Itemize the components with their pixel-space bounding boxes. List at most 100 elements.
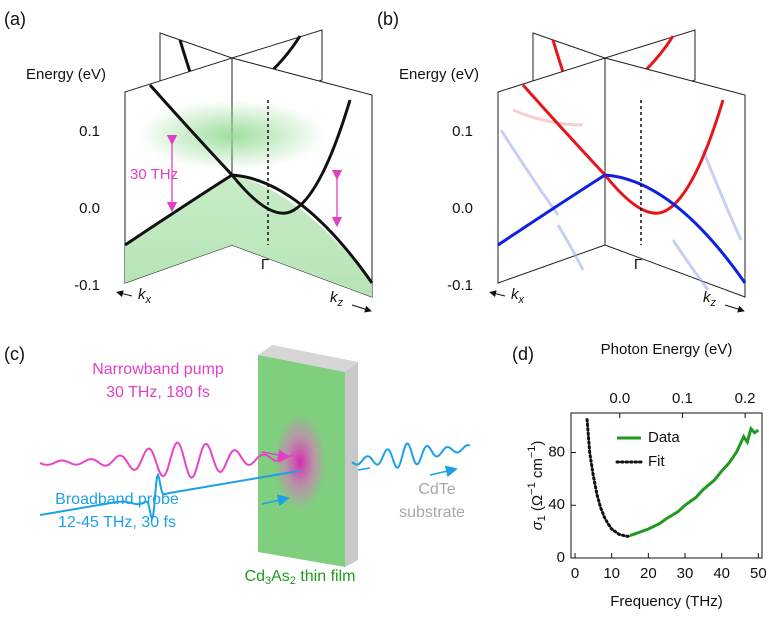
text-part: x: [145, 294, 152, 306]
x-tick-label: 0: [571, 565, 579, 582]
beam-arrow: [261, 449, 290, 461]
beam-arrow: [429, 465, 458, 478]
plane-front: [497, 57, 606, 284]
legend-label: Data: [648, 429, 680, 446]
tick-label: -0.1: [74, 277, 100, 294]
occupied-fill: [232, 175, 372, 297]
panel-label: (c): [4, 344, 25, 364]
k-arrow: [489, 290, 506, 298]
band: [603, 99, 725, 215]
band: [148, 84, 234, 177]
k-arrow: [724, 304, 745, 313]
text-part: k: [511, 286, 520, 303]
k-label: kz: [703, 289, 717, 309]
text-part: k: [330, 289, 339, 306]
band: [231, 173, 374, 284]
panel-label: (d): [512, 344, 534, 364]
text-part: k: [138, 286, 147, 303]
legend-label: Fit: [648, 453, 665, 470]
x-tick-label: 20: [640, 565, 657, 582]
tick-label: 0.0: [452, 200, 473, 217]
annotation: 30 THz: [130, 166, 178, 183]
x2-tick-label: 0.0: [609, 390, 630, 407]
substrate-top: [258, 345, 358, 372]
x-axis-title: Frequency (THz): [610, 593, 723, 610]
text-part: (Ω: [529, 495, 546, 515]
text-part: x: [518, 294, 525, 306]
k-label: kx: [511, 286, 525, 306]
gamma-label: Γ: [634, 256, 642, 273]
occupation-glow: [137, 100, 327, 170]
pump-wave: [39, 441, 296, 479]
band: [124, 173, 233, 247]
panel-label: (b): [377, 9, 399, 29]
faint-band: [512, 108, 584, 127]
panel-label: (a): [4, 9, 26, 29]
x-tick-label: 10: [603, 565, 620, 582]
probe-label: Broadband probe: [55, 491, 179, 508]
film-label: Cd3As2 thin film: [245, 568, 356, 587]
pump-label: Narrowband pump: [92, 361, 224, 378]
y-tick-label: 40: [548, 496, 565, 513]
probe-label: 12-45 THz, 30 fs: [58, 514, 176, 531]
band: [604, 173, 747, 284]
x2-axis-title: Photon Energy (eV): [601, 341, 733, 358]
gamma-label: Γ: [261, 256, 269, 273]
text-part: z: [337, 297, 344, 309]
substrate-side: [345, 362, 358, 567]
faint-band: [671, 239, 710, 291]
text-part: 2: [290, 575, 296, 587]
text-part: 1: [536, 515, 548, 521]
pump-label: 30 THz, 180 fs: [106, 384, 210, 401]
text-part: k: [703, 289, 712, 306]
faint-band: [701, 149, 743, 241]
text-part: z: [710, 297, 717, 309]
transmitted-wave: [351, 442, 471, 469]
substrate-label: CdTe: [418, 481, 455, 498]
axis-title: Energy (eV): [399, 66, 479, 83]
text-part: Cd: [245, 568, 265, 585]
panel-d: (d) 0 10 20 30 40 50 0.0 0.1 0.2 0 40 80 Frequency (T…: [512, 341, 767, 610]
y-tick-label: 80: [548, 444, 565, 461]
text-part: cm: [529, 458, 546, 482]
occupied-fill: [125, 175, 232, 283]
band: [497, 173, 606, 247]
text-part: thin film: [296, 568, 356, 585]
k-arrow: [351, 304, 372, 313]
k-label: kz: [330, 289, 344, 309]
text-part: −1: [526, 482, 538, 495]
y-axis-title: σ1 (Ω−1 cm−1): [526, 441, 548, 531]
data-line: [585, 418, 632, 538]
beam-arrow: [261, 494, 290, 507]
axis-title: Energy (eV): [26, 66, 106, 83]
band: [521, 84, 607, 177]
data-line: [629, 425, 760, 538]
band: [230, 99, 352, 215]
x2-tick-label: 0.2: [735, 390, 756, 407]
text-part: −1: [526, 446, 538, 459]
y-tick-label: 0: [557, 549, 565, 566]
pump-spot: [274, 414, 326, 510]
plot-frame: [570, 412, 763, 559]
substrate-label: substrate: [399, 504, 465, 521]
x-tick-label: 30: [677, 565, 694, 582]
beam-arrow: [357, 467, 371, 471]
faint-band: [556, 224, 585, 271]
text-part: As: [271, 568, 290, 585]
text-part: 3: [265, 575, 271, 587]
x2-tick-label: 0.1: [672, 390, 693, 407]
k-arrow: [116, 290, 133, 298]
tick-label: 0.1: [452, 123, 473, 140]
x-tick-label: 40: [713, 565, 730, 582]
tick-label: 0.0: [79, 200, 100, 217]
panel-c: (c) Narrowband pump 30 THz, 180 fs Broadban…: [4, 344, 471, 587]
text-part: ): [529, 441, 546, 446]
tick-label: 0.1: [79, 123, 100, 140]
k-label: kx: [138, 286, 152, 306]
x-tick-label: 50: [750, 565, 767, 582]
tick-label: -0.1: [447, 277, 473, 294]
text-part: σ: [529, 520, 546, 530]
